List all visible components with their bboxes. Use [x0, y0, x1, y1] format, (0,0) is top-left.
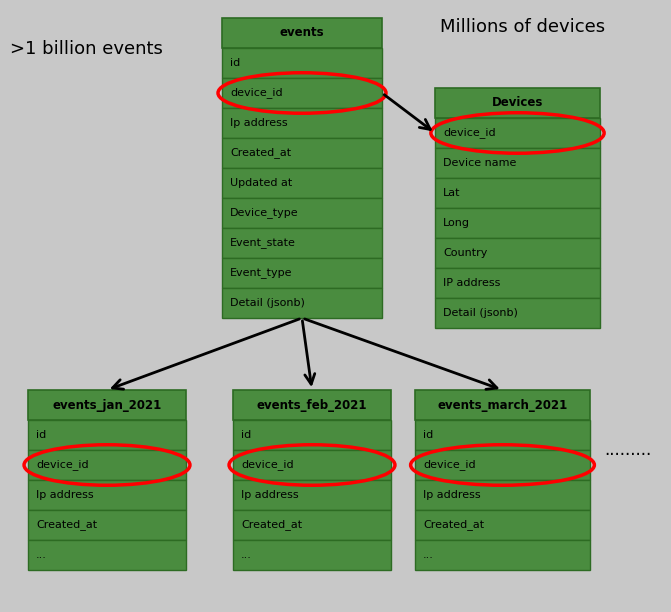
Bar [28, 450, 186, 480]
Bar [435, 178, 600, 208]
Text: IP address: IP address [443, 278, 501, 288]
Text: Devices: Devices [492, 97, 544, 110]
Text: Lat: Lat [443, 188, 460, 198]
Bar [222, 48, 382, 78]
Bar [435, 238, 600, 268]
Text: Detail (jsonb): Detail (jsonb) [230, 298, 305, 308]
Text: Event_type: Event_type [230, 267, 293, 278]
Text: Ip address: Ip address [230, 118, 288, 128]
Bar [233, 390, 391, 420]
Text: Updated at: Updated at [230, 178, 293, 188]
Text: device_id: device_id [241, 460, 294, 471]
Text: id: id [36, 430, 46, 440]
Bar [415, 450, 590, 480]
Bar [28, 480, 186, 510]
Bar [435, 88, 600, 118]
Text: Created_at: Created_at [241, 520, 302, 531]
Text: Long: Long [443, 218, 470, 228]
Text: device_id: device_id [423, 460, 476, 471]
Bar [233, 480, 391, 510]
Text: events_feb_2021: events_feb_2021 [257, 398, 367, 411]
Bar [28, 420, 186, 450]
Bar [415, 540, 590, 570]
Text: Country: Country [443, 248, 487, 258]
Text: Created_at: Created_at [36, 520, 97, 531]
Bar [233, 450, 391, 480]
Text: Device_type: Device_type [230, 207, 299, 218]
Bar [415, 390, 590, 420]
Text: >1 billion events: >1 billion events [10, 40, 163, 58]
Text: Created_at: Created_at [423, 520, 484, 531]
Bar [415, 480, 590, 510]
Text: events: events [280, 26, 324, 40]
Bar [28, 510, 186, 540]
Bar [222, 258, 382, 288]
Bar [435, 298, 600, 328]
Text: Ip address: Ip address [423, 490, 480, 500]
Bar [222, 288, 382, 318]
Text: device_id: device_id [443, 127, 496, 138]
Bar [222, 108, 382, 138]
Text: ...: ... [423, 550, 434, 560]
Text: events_march_2021: events_march_2021 [437, 398, 568, 411]
Text: Event_state: Event_state [230, 237, 296, 248]
Text: Millions of devices: Millions of devices [440, 18, 605, 36]
Bar [435, 208, 600, 238]
Bar [28, 540, 186, 570]
Bar [233, 420, 391, 450]
Bar [233, 510, 391, 540]
Text: Created_at: Created_at [230, 147, 291, 159]
Bar [435, 148, 600, 178]
Text: ...: ... [36, 550, 47, 560]
Bar [28, 390, 186, 420]
Bar [222, 138, 382, 168]
Bar [222, 78, 382, 108]
Bar [222, 228, 382, 258]
Bar [222, 168, 382, 198]
Text: .........: ......... [604, 441, 652, 459]
Text: Detail (jsonb): Detail (jsonb) [443, 308, 518, 318]
Text: device_id: device_id [230, 88, 282, 99]
Text: Ip address: Ip address [36, 490, 94, 500]
Bar [435, 268, 600, 298]
Text: id: id [241, 430, 251, 440]
Bar [222, 198, 382, 228]
Text: id: id [230, 58, 240, 68]
Bar [415, 420, 590, 450]
Text: Ip address: Ip address [241, 490, 299, 500]
Text: ...: ... [241, 550, 252, 560]
Bar [233, 540, 391, 570]
Text: events_jan_2021: events_jan_2021 [52, 398, 162, 411]
Bar [415, 510, 590, 540]
Text: id: id [423, 430, 433, 440]
Text: device_id: device_id [36, 460, 89, 471]
Bar [435, 118, 600, 148]
Text: Device name: Device name [443, 158, 517, 168]
Bar [222, 18, 382, 48]
